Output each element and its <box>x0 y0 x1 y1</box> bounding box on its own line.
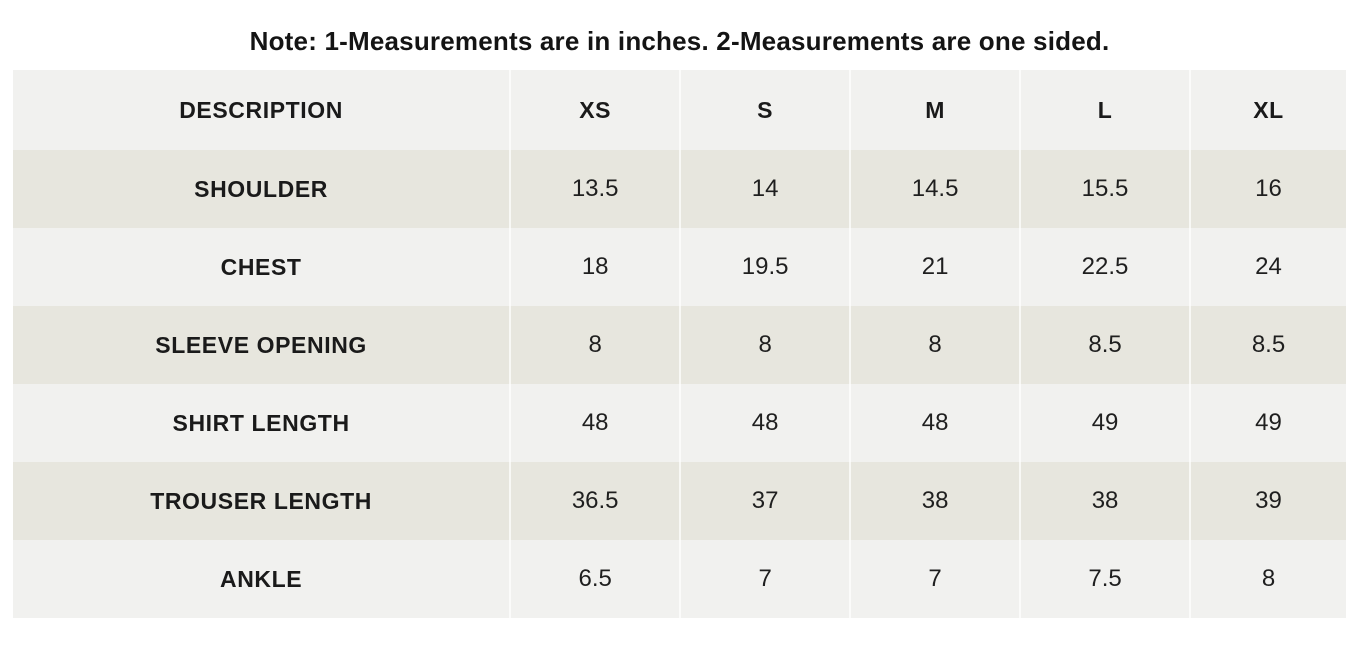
table-row-sleeve-opening: SLEEVE OPENING 8 8 8 8.5 8.5 <box>13 306 1346 384</box>
cell-value: 8 <box>849 306 1021 384</box>
column-header-xs: XS <box>509 70 681 150</box>
cell-value: 22.5 <box>1019 228 1191 306</box>
cell-value: 8 <box>1189 540 1346 618</box>
table-row-trouser-length: TROUSER LENGTH 36.5 37 38 38 39 <box>13 462 1346 540</box>
column-header-l: L <box>1019 70 1191 150</box>
table-row-chest: CHEST 18 19.5 21 22.5 24 <box>13 228 1346 306</box>
cell-value: 14 <box>679 150 851 228</box>
cell-value: 37 <box>679 462 851 540</box>
cell-value: 8 <box>679 306 851 384</box>
cell-value: 16 <box>1189 150 1346 228</box>
row-label: ANKLE <box>219 565 303 592</box>
row-label: SLEEVE OPENING <box>155 331 367 358</box>
row-label: TROUSER LENGTH <box>150 487 372 514</box>
header-row: DESCRIPTION XS S M L XL <box>13 70 1346 150</box>
table-header: DESCRIPTION XS S M L XL <box>13 70 1346 150</box>
cell-value: 13.5 <box>509 150 681 228</box>
cell-value: 7 <box>679 540 851 618</box>
cell-value: 19.5 <box>679 228 851 306</box>
cell-value: 14.5 <box>849 150 1021 228</box>
column-header-description: DESCRIPTION <box>179 96 343 123</box>
size-chart-table: DESCRIPTION XS S M L XL SHOULDER 13.5 14… <box>13 70 1346 618</box>
table-row-shirt-length: SHIRT LENGTH 48 48 48 49 49 <box>13 384 1346 462</box>
column-header-m: M <box>849 70 1021 150</box>
cell-value: 24 <box>1189 228 1346 306</box>
cell-value: 38 <box>1019 462 1191 540</box>
cell-value: 49 <box>1189 384 1346 462</box>
cell-value: 8.5 <box>1019 306 1191 384</box>
size-chart-page: Note: 1-Measurements are in inches. 2-Me… <box>0 26 1359 649</box>
cell-value: 15.5 <box>1019 150 1191 228</box>
size-chart-container: DESCRIPTION XS S M L XL SHOULDER 13.5 14… <box>13 70 1346 618</box>
cell-value: 7 <box>849 540 1021 618</box>
row-label: SHIRT LENGTH <box>172 409 350 436</box>
cell-value: 21 <box>849 228 1021 306</box>
cell-value: 49 <box>1019 384 1191 462</box>
cell-value: 8.5 <box>1189 306 1346 384</box>
cell-value: 36.5 <box>509 462 681 540</box>
cell-value: 7.5 <box>1019 540 1191 618</box>
cell-value: 48 <box>509 384 681 462</box>
cell-value: 6.5 <box>509 540 681 618</box>
column-header-xl: XL <box>1189 70 1346 150</box>
row-label: SHOULDER <box>194 175 329 202</box>
column-header-s: S <box>679 70 851 150</box>
cell-value: 8 <box>509 306 681 384</box>
cell-value: 39 <box>1189 462 1346 540</box>
cell-value: 38 <box>849 462 1021 540</box>
table-row-shoulder: SHOULDER 13.5 14 14.5 15.5 16 <box>13 150 1346 228</box>
cell-value: 48 <box>849 384 1021 462</box>
table-body: SHOULDER 13.5 14 14.5 15.5 16 CHEST 18 1… <box>13 150 1346 618</box>
cell-value: 48 <box>679 384 851 462</box>
table-row-ankle: ANKLE 6.5 7 7 7.5 8 <box>13 540 1346 618</box>
measurement-note: Note: 1-Measurements are in inches. 2-Me… <box>249 26 1110 56</box>
cell-value: 18 <box>509 228 681 306</box>
row-label: CHEST <box>220 253 302 280</box>
